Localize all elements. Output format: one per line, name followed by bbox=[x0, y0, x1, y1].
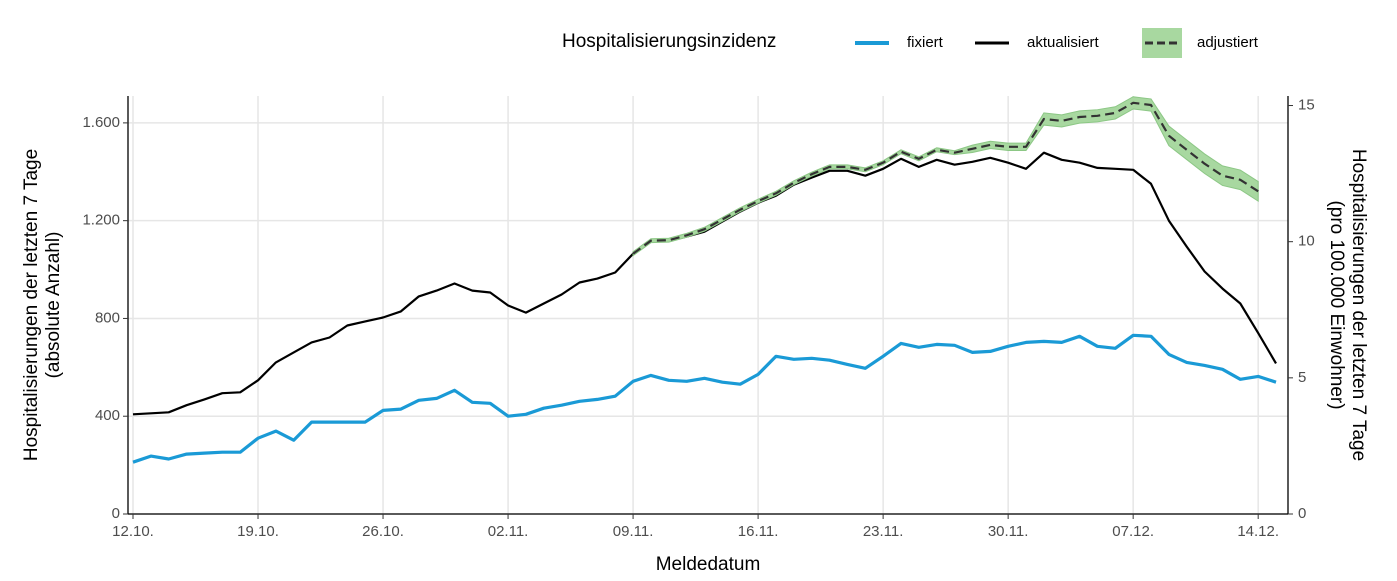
x-tick-label: 19.10. bbox=[237, 523, 279, 540]
series-line bbox=[132, 333, 1277, 464]
y-tick-label: 400 bbox=[95, 407, 120, 424]
x-tick-label: 26.10. bbox=[362, 523, 404, 540]
y-axis-label-line: (absolute Anzahl) bbox=[43, 232, 64, 379]
y2-axis-label-line: (pro 100.000 Einwohner) bbox=[1326, 200, 1347, 409]
x-tick-label: 16.11. bbox=[738, 523, 779, 540]
x-tick-label: 02.11. bbox=[488, 523, 529, 540]
y-tick-label: 800 bbox=[95, 309, 120, 326]
y2-axis-label-line: Hospitalisierungen der letzten 7 Tage bbox=[1348, 149, 1369, 461]
legend-title: Hospitalisierungsinzidenz bbox=[562, 31, 776, 52]
legend-label: fixiert bbox=[907, 34, 944, 51]
y-tick-label: 1.600 bbox=[82, 114, 120, 131]
y-tick-label: 0 bbox=[112, 505, 120, 522]
legend-label: aktualisiert bbox=[1027, 34, 1100, 51]
series-line bbox=[632, 101, 1259, 255]
y2-tick-label: 0 bbox=[1298, 505, 1306, 522]
y-tick-label: 1.200 bbox=[82, 212, 120, 229]
x-tick-label: 09.11. bbox=[613, 523, 654, 540]
x-axis-label: Meldedatum bbox=[656, 554, 761, 575]
confidence-band bbox=[632, 96, 1259, 257]
x-tick-label: 23.11. bbox=[863, 523, 904, 540]
y-axis-label-line: Hospitalisierungen der letzten 7 Tage bbox=[21, 149, 42, 461]
y2-tick-label: 5 bbox=[1298, 369, 1306, 386]
x-tick-label: 12.10. bbox=[112, 523, 154, 540]
series-line bbox=[132, 151, 1277, 416]
x-tick-label: 14.12. bbox=[1237, 523, 1279, 540]
y2-tick-label: 15 bbox=[1298, 96, 1315, 113]
y2-axis-label: Hospitalisierungen der letzten 7 Tage (p… bbox=[1326, 149, 1369, 461]
y2-tick-label: 10 bbox=[1298, 233, 1315, 250]
legend-label: adjustiert bbox=[1197, 34, 1259, 51]
x-tick-label: 30.11. bbox=[988, 523, 1029, 540]
y-axis-label: Hospitalisierungen der letzten 7 Tage (a… bbox=[21, 149, 64, 461]
x-tick-label: 07.12. bbox=[1112, 523, 1154, 540]
